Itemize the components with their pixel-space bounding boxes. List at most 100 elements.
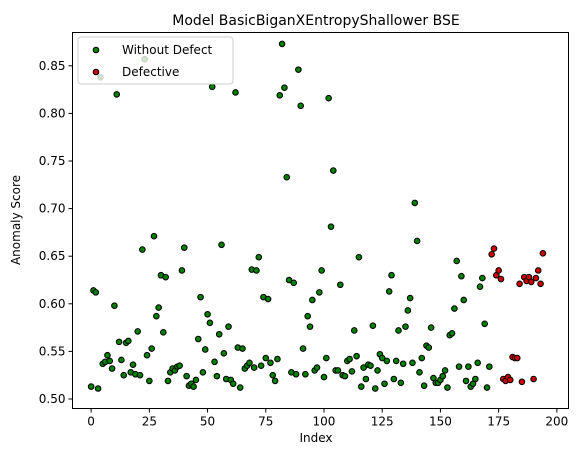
point-without-defect: [146, 377, 153, 385]
point-without-defect: [481, 320, 488, 328]
point-without-defect: [413, 237, 421, 245]
point-without-defect: [327, 223, 335, 230]
point-without-defect: [292, 370, 300, 378]
y-tick-label: 0.85: [39, 59, 66, 73]
point-without-defect: [458, 272, 465, 280]
point-without-defect: [134, 328, 142, 335]
point-without-defect: [406, 294, 414, 302]
x-tick-label: 100: [313, 415, 336, 429]
point-without-defect: [120, 371, 128, 379]
point-without-defect: [153, 312, 160, 320]
point-defective: [534, 267, 542, 274]
point-without-defect: [325, 94, 332, 102]
point-without-defect: [320, 373, 328, 381]
point-without-defect: [106, 357, 114, 365]
y-axis-label: Anomaly Score: [9, 175, 23, 265]
point-without-defect: [350, 327, 358, 334]
point-without-defect: [267, 359, 274, 367]
point-without-defect: [374, 367, 381, 374]
y-tick-label: 0.50: [39, 392, 66, 406]
point-without-defect: [150, 232, 158, 240]
y-tick-label: 0.65: [39, 249, 66, 263]
y-tick-label: 0.80: [39, 106, 66, 120]
point-without-defect: [348, 368, 356, 375]
point-defective: [497, 275, 505, 283]
point-without-defect: [479, 274, 486, 282]
point-without-defect: [201, 346, 209, 353]
point-without-defect: [290, 279, 298, 287]
point-without-defect: [118, 356, 125, 364]
point-without-defect: [199, 369, 207, 376]
point-without-defect: [465, 363, 472, 370]
point-without-defect: [304, 312, 311, 320]
point-without-defect: [346, 355, 353, 363]
point-without-defect: [341, 372, 349, 380]
point-defective: [506, 376, 514, 384]
point-without-defect: [472, 375, 479, 383]
point-without-defect: [111, 302, 118, 309]
point-without-defect: [164, 377, 172, 385]
point-without-defect: [94, 385, 102, 392]
point-without-defect: [274, 355, 281, 363]
legend-marker-defective: [92, 68, 100, 76]
point-without-defect: [392, 357, 400, 365]
point-without-defect: [355, 253, 363, 261]
point-defective: [513, 354, 521, 362]
point-without-defect: [353, 352, 360, 360]
point-without-defect: [302, 370, 309, 378]
point-without-defect: [441, 367, 449, 374]
legend-label-without-defect: Without Defect: [122, 43, 213, 57]
point-without-defect: [220, 349, 228, 357]
point-without-defect: [229, 380, 237, 388]
point-defective: [490, 245, 498, 252]
point-without-defect: [451, 305, 458, 312]
point-without-defect: [455, 363, 463, 370]
y-tick-label: 0.70: [39, 202, 66, 216]
point-without-defect: [183, 372, 190, 380]
point-without-defect: [388, 271, 395, 279]
point-defective: [495, 267, 502, 274]
point-without-defect: [190, 383, 197, 390]
y-tick-label: 0.60: [39, 297, 66, 311]
point-without-defect: [225, 323, 232, 330]
point-without-defect: [232, 89, 239, 96]
point-defective: [518, 378, 526, 386]
point-without-defect: [262, 354, 270, 362]
point-without-defect: [281, 84, 288, 92]
legend-marker-without-defect: [92, 46, 100, 54]
point-without-defect: [271, 377, 279, 385]
point-without-defect: [192, 376, 200, 384]
point-defective: [527, 278, 535, 286]
legend-box: [77, 36, 234, 85]
point-without-defect: [486, 363, 493, 370]
point-without-defect: [483, 384, 491, 391]
point-without-defect: [399, 360, 407, 368]
point-without-defect: [162, 273, 169, 281]
point-defective: [537, 280, 544, 288]
y-tick-label: 0.55: [39, 344, 66, 358]
point-without-defect: [453, 257, 461, 265]
point-without-defect: [381, 380, 388, 388]
point-defective: [539, 250, 547, 257]
point-without-defect: [129, 361, 137, 369]
point-without-defect: [92, 289, 100, 296]
point-defective: [530, 375, 537, 383]
y-tick-label: 0.75: [39, 154, 66, 168]
point-without-defect: [397, 379, 405, 387]
point-without-defect: [148, 345, 155, 352]
point-without-defect: [278, 40, 286, 48]
point-without-defect: [104, 351, 111, 359]
x-tick-label: 150: [429, 415, 452, 429]
point-without-defect: [404, 307, 412, 314]
point-without-defect: [113, 91, 121, 98]
point-without-defect: [155, 304, 162, 311]
point-without-defect: [318, 267, 325, 274]
point-without-defect: [215, 330, 223, 338]
chart-title: Model BasicBiganXEntropyShallower BSE: [172, 13, 459, 29]
point-without-defect: [176, 362, 183, 369]
point-without-defect: [108, 365, 116, 372]
point-without-defect: [285, 276, 293, 284]
point-without-defect: [383, 357, 391, 365]
point-without-defect: [460, 296, 468, 304]
